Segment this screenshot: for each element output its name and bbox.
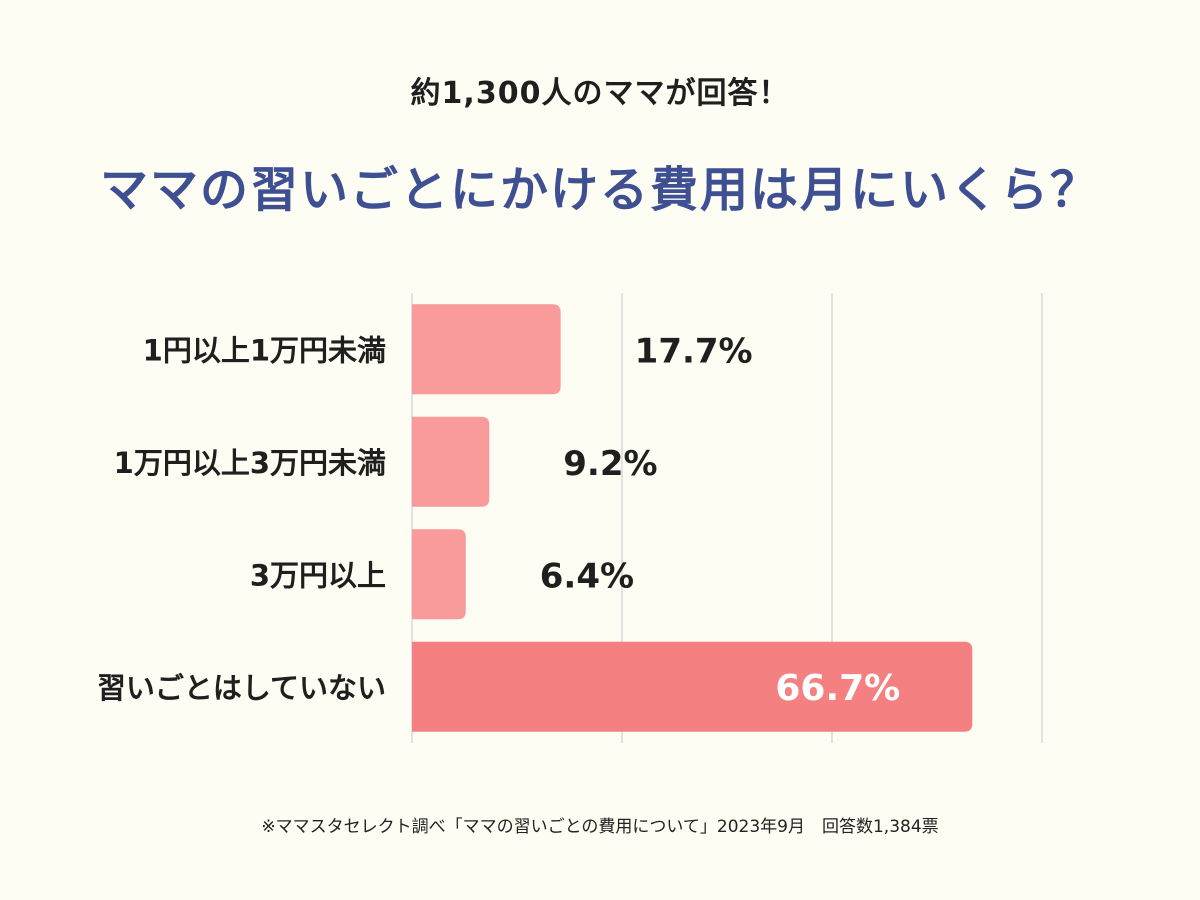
value-label: 9.2% [563,444,657,484]
chart-subtitle: 約1,300人のママが回答！ [410,76,790,111]
category-label: 1万円以上3万円未満 [114,446,386,480]
source-footnote: ※ママスタセレクト調べ「ママの習いごとの費用について」2023年9月 回答数1,… [261,817,939,837]
value-label: 6.4% [540,556,634,596]
category-label: 1円以上1万円未満 [143,333,386,367]
bar [412,641,973,732]
category-label: 3万円以上 [250,558,386,592]
chart-title: ママの習いごとにかける費用は月にいくら？ [99,162,1100,218]
bar [412,304,561,395]
value-label: 17.7% [635,331,753,371]
value-label: 66.7% [775,668,900,709]
bar [412,416,490,507]
category-label: 習いごとはしていない [97,671,386,705]
bar [412,529,466,620]
bars [412,304,973,732]
labels: 1円以上1万円未満 17.7% 1万円以上3万円未満 9.2% 3万円以上 6.4% 習いご… [97,331,900,709]
